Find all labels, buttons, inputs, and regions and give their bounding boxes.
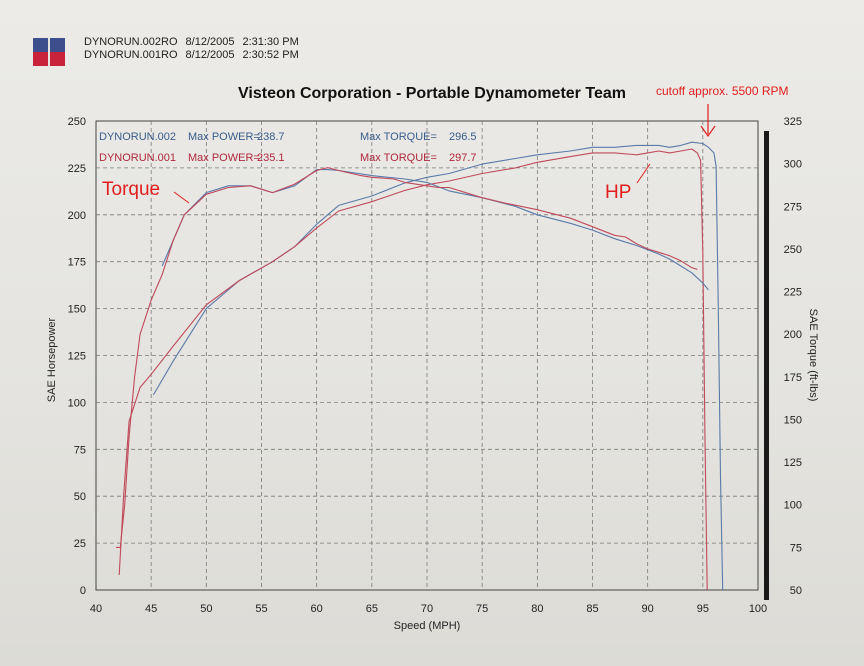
cutoff-annotation: cutoff approx. 5500 RPM [656, 84, 789, 98]
series-line-dynorun-002-torque [161, 169, 709, 291]
y2-tick-label: 150 [784, 414, 802, 426]
x-tick-label: 70 [421, 603, 433, 615]
y2-tick-label: 300 [784, 159, 802, 171]
y-tick-label: 25 [74, 538, 86, 550]
y-tick-label: 150 [68, 304, 86, 316]
series-line-dynorun-001-hp [118, 148, 708, 591]
y2-tick-label: 225 [784, 287, 802, 299]
x-tick-label: 80 [531, 603, 543, 615]
run-time: 2:31:30 PM [242, 36, 299, 48]
stat-run-name: DYNORUN.002 [99, 131, 176, 143]
run-name: DYNORUN.002RO [84, 36, 178, 48]
stat-torque-label: Max TORQUE= [360, 131, 437, 143]
stat-power-label: Max POWER= [188, 152, 260, 164]
swatch-divider [48, 38, 50, 66]
x-tick-label: 55 [255, 603, 267, 615]
torque-annotation-pointer [173, 191, 190, 204]
hp-annotation: HP [605, 182, 631, 203]
y-tick-label: 125 [68, 351, 86, 363]
x-tick-label: 85 [586, 603, 598, 615]
y-tick-label: 100 [68, 397, 86, 409]
y-tick-label: 50 [74, 491, 86, 503]
y2-tick-label: 50 [790, 585, 802, 597]
x-tick-label: 95 [697, 603, 709, 615]
run-color-legend-icon [33, 38, 65, 66]
grid-layer [95, 120, 769, 600]
stat-run-name: DYNORUN.001 [99, 152, 176, 164]
stats-block-run-001: DYNORUN.001 Max POWER= 235.1 Max TORQUE=… [99, 152, 477, 164]
y2-tick-label: 175 [784, 372, 802, 384]
x-tick-label: 100 [749, 603, 767, 615]
series-line-dynorun-002-hp [152, 141, 724, 591]
series-layer [115, 141, 724, 591]
y2-tick-label: 125 [784, 457, 802, 469]
cutoff-arrow-icon [700, 104, 716, 138]
y-tick-label: 175 [68, 257, 86, 269]
stat-power-label: Max POWER= [188, 131, 260, 143]
y-tick-label: 75 [74, 444, 86, 456]
y2-tick-label: 200 [784, 329, 802, 341]
run-time: 2:30:52 PM [242, 49, 299, 61]
stat-power-value: 238.7 [257, 131, 285, 143]
y-tick-label: 225 [68, 163, 86, 175]
chart-title: Visteon Corporation - Portable Dynamomet… [238, 85, 626, 102]
y-tick-label: 200 [68, 210, 86, 222]
stats-block-run-002: DYNORUN.002 Max POWER= 238.7 Max TORQUE=… [99, 131, 477, 143]
hp-annotation-pointer [636, 163, 651, 184]
y-axis-label: SAE Horsepower [46, 317, 58, 402]
x-axis-label: Speed (MPH) [394, 620, 461, 632]
y2-tick-label: 325 [784, 116, 802, 128]
y-tick-label: 250 [68, 116, 86, 128]
stat-power-value: 235.1 [257, 152, 285, 164]
ticks-layer: 40 45 50 55 60 65 70 75 80 85 90 95 100 0 25 50 75 100 125… [68, 116, 802, 615]
y2-tick-label: 75 [790, 542, 802, 554]
torque-annotation: Torque [102, 179, 160, 200]
right-border-bar [764, 131, 769, 600]
stat-torque-label: Max TORQUE= [360, 152, 437, 164]
x-tick-label: 40 [90, 603, 102, 615]
stat-torque-value: 297.7 [449, 152, 477, 164]
y2-tick-label: 275 [784, 201, 802, 213]
x-tick-label: 65 [366, 603, 378, 615]
y2-tick-label: 250 [784, 244, 802, 256]
y-tick-label: 0 [80, 585, 86, 597]
y2-axis-label: SAE Torque (ft-lbs) [807, 309, 819, 402]
y2-tick-label: 100 [784, 500, 802, 512]
x-tick-label: 60 [311, 603, 323, 615]
run-date: 8/12/2005 [185, 49, 235, 61]
x-tick-label: 75 [476, 603, 488, 615]
stat-torque-value: 296.5 [449, 131, 477, 143]
x-tick-label: 50 [200, 603, 212, 615]
run-name: DYNORUN.001RO [84, 49, 178, 61]
run-header-002: DYNORUN.002RO 8/12/2005 2:31:30 PM [84, 36, 307, 48]
run-date: 8/12/2005 [185, 36, 235, 48]
x-tick-label: 45 [145, 603, 157, 615]
x-tick-label: 90 [642, 603, 654, 615]
series-line-dynorun-001-torque [115, 167, 698, 548]
run-header-001: DYNORUN.001RO 8/12/2005 2:30:52 PM [84, 49, 307, 61]
